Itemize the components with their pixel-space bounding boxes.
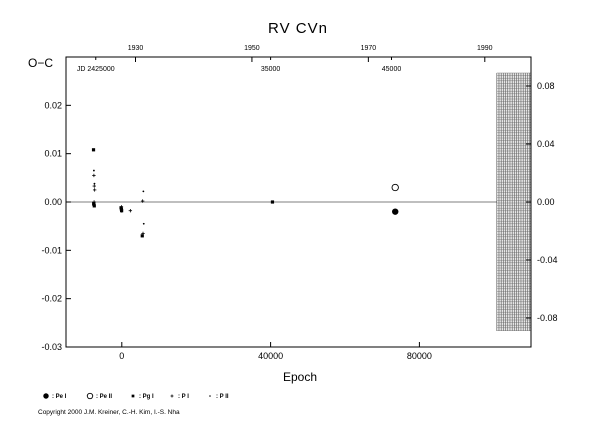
legend-label: : P II <box>216 394 229 400</box>
shade-background <box>496 73 531 331</box>
legend-marker <box>209 395 211 397</box>
data-point <box>392 208 399 215</box>
data-points <box>91 148 399 238</box>
y-tick-label: -0.03 <box>41 342 62 352</box>
top-tick-label: 1970 <box>361 45 377 52</box>
legend-label: : Pe II <box>96 394 112 400</box>
legend-marker <box>43 393 49 399</box>
x-tick-label: 80000 <box>407 351 432 361</box>
jd-labels: JD 2425000 35000 45000 <box>77 57 401 73</box>
y-tick-label: -0.01 <box>41 245 62 255</box>
y2-tick-label: 0.04 <box>537 139 555 149</box>
data-point <box>119 205 124 209</box>
jd-label: JD 2425000 <box>77 66 115 73</box>
data-point <box>93 169 95 172</box>
x-axis-ticks: 0 40000 80000 <box>119 342 432 361</box>
data-point <box>92 173 96 178</box>
y-tick-label: -0.02 <box>41 294 62 304</box>
data-point <box>93 182 96 185</box>
data-point <box>140 199 145 203</box>
y-axis-label: O−C <box>28 56 53 70</box>
data-point <box>92 200 96 204</box>
y-axis-ticks: -0.03 -0.02 -0.01 0.00 0.01 0.02 <box>41 100 71 352</box>
legend: : Pe I : Pe II : Pg I : P I : P II <box>43 392 229 400</box>
data-point <box>142 190 145 193</box>
data-point <box>128 209 133 213</box>
legend-marker <box>86 392 94 400</box>
y-tick-label: 0.00 <box>44 197 62 207</box>
y2-tick-label: -0.08 <box>537 313 558 323</box>
future-shaded-region <box>496 72 531 331</box>
jd-label: 45000 <box>382 66 402 73</box>
data-point <box>270 200 275 204</box>
data-point <box>91 148 96 152</box>
data-point <box>92 184 96 188</box>
legend-label: : P I <box>178 394 189 400</box>
data-point <box>391 183 399 192</box>
x-tick-label: 0 <box>119 351 124 361</box>
data-point <box>142 222 145 225</box>
legend-label: : Pg I <box>139 394 154 400</box>
top-year-axis: 1930 1950 1970 1990 <box>128 45 493 62</box>
right-y-axis-ticks: -0.08 -0.04 0.00 0.04 0.08 <box>526 81 558 323</box>
y2-tick-label: 0.00 <box>537 197 555 207</box>
data-point <box>140 234 144 238</box>
x-axis-label: Epoch <box>283 370 317 384</box>
y-tick-label: 0.01 <box>44 149 62 159</box>
data-point <box>120 209 124 213</box>
top-tick-label: 1930 <box>128 45 144 52</box>
x-tick-label: 40000 <box>258 351 283 361</box>
data-point <box>120 210 123 213</box>
chart-title: RV CVn <box>268 20 328 37</box>
data-point <box>141 231 145 236</box>
copyright-text: Copyright 2000 J.M. Kreiner, C.-H. Kim, … <box>38 409 180 416</box>
jd-label: 35000 <box>261 66 281 73</box>
top-tick-label: 1990 <box>477 45 493 52</box>
legend-marker <box>131 394 135 398</box>
top-tick-label: 1950 <box>244 45 260 52</box>
legend-label: : Pe I <box>52 394 67 400</box>
legend-marker <box>170 394 174 398</box>
y2-tick-label: 0.08 <box>537 81 555 91</box>
data-point <box>92 204 96 208</box>
y-tick-label: 0.02 <box>44 100 62 110</box>
y2-tick-label: -0.04 <box>537 255 558 265</box>
data-point <box>92 188 97 192</box>
